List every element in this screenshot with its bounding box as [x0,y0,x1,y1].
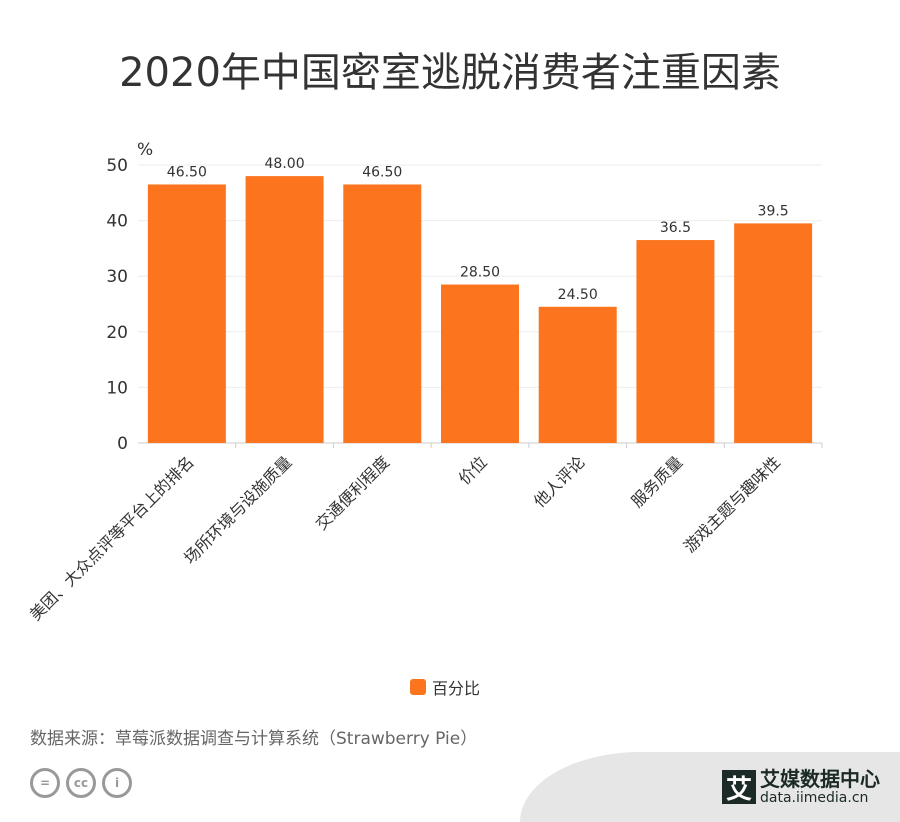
x-tick-label: 交通便利程度 [312,452,393,533]
bar [147,184,226,443]
cc-icon: cc [66,768,96,798]
y-tick-label: 10 [106,378,128,398]
footer-wave [520,752,900,822]
y-axis-unit: % [137,140,153,160]
legend-label: 百分比 [432,679,481,698]
x-tick-label: 场所环境与设施质量 [180,452,295,567]
data-label: 46.50 [362,164,402,180]
legend[interactable]: 百分比 [410,675,480,699]
x-tick-label: 游戏主题与趣味性 [680,452,784,556]
person-icon: i [102,768,132,798]
logo: 艾 艾媒数据中心 data.iimedia.cn [722,768,880,806]
equals-icon: = [30,768,60,798]
bar-chart: 0 10 20 30 40 50% 46.50 美团、大众点评等平台上的排名 48.00 场所环境… [26,140,823,624]
x-tick-label: 价位 [455,452,491,488]
bar [538,306,617,443]
y-tick-label: 20 [106,323,128,343]
source-note: 数据来源：草莓派数据调查与计算系统（Strawberry Pie） [30,729,478,749]
data-label: 28.50 [460,265,500,281]
x-tick-label: 他人评论 [530,452,589,511]
y-tick-label: 30 [106,267,128,287]
logo-name: 艾媒数据中心 [760,767,880,791]
y-tick-label: 50 [106,156,128,176]
license-icons: = cc i [30,768,132,798]
data-label: 46.50 [167,164,207,180]
legend-swatch [410,679,426,695]
y-tick-label: 0 [117,434,128,454]
x-tick-label: 美团、大众点评等平台上的排名 [26,452,198,624]
chart-title: 2020年中国密室逃脱消费者注重因素 [119,50,781,96]
y-tick-label: 40 [106,212,128,232]
bar [343,184,422,443]
data-label: 24.50 [558,287,598,303]
bar [245,176,324,443]
data-label: 36.5 [660,220,691,236]
logo-mark: 艾 [722,770,756,805]
bar [636,240,715,443]
data-label: 48.00 [265,156,305,172]
logo-url: data.iimedia.cn [760,790,869,806]
bar [734,223,813,443]
data-label: 39.5 [758,203,789,219]
x-tick-label: 服务质量 [628,452,687,511]
bar [441,284,519,443]
